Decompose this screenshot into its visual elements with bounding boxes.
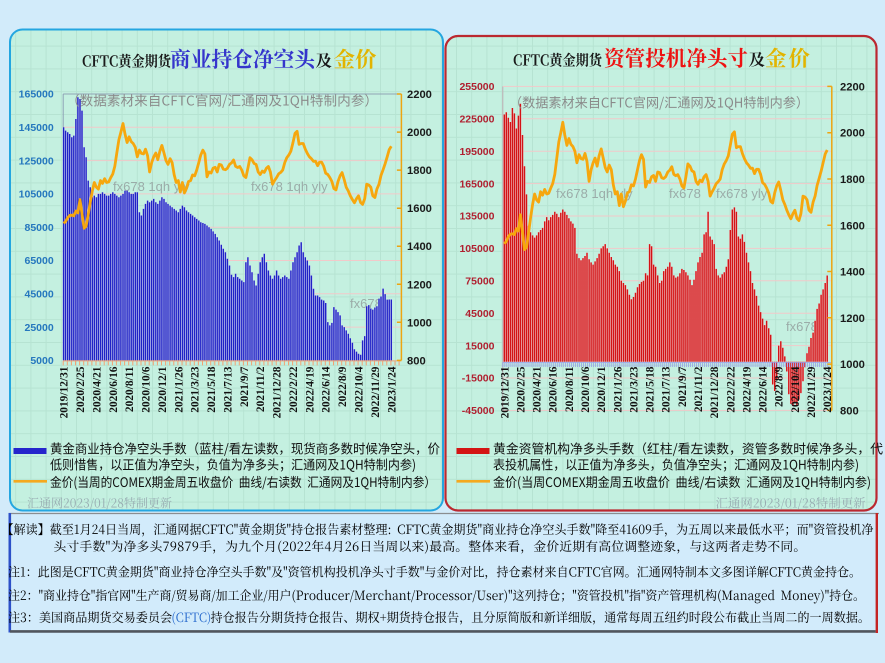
svg-text:fx678 1qh yly: fx678 1qh yly	[251, 179, 328, 194]
svg-text:85000: 85000	[24, 222, 53, 234]
svg-text:fx678: fx678	[669, 186, 701, 201]
svg-text:2021/5/18: 2021/5/18	[645, 366, 657, 413]
svg-text:125000: 125000	[19, 155, 54, 167]
svg-text:2000: 2000	[840, 128, 865, 140]
svg-text:225000: 225000	[459, 114, 494, 126]
svg-text:1200: 1200	[407, 279, 432, 291]
svg-text:2022/10/4: 2022/10/4	[790, 366, 802, 413]
svg-text:2021/3/23: 2021/3/23	[629, 366, 641, 413]
svg-text:800: 800	[840, 405, 859, 417]
svg-text:2022/10/4: 2022/10/4	[354, 366, 366, 413]
svg-text:2020/10/6: 2020/10/6	[141, 366, 153, 413]
svg-text:2022/6/14: 2022/6/14	[758, 366, 770, 413]
svg-text:2020/6/16: 2020/6/16	[548, 366, 560, 413]
svg-text:2021/9/7: 2021/9/7	[677, 366, 689, 407]
svg-text:2021/7/13: 2021/7/13	[661, 366, 673, 413]
svg-text:1200: 1200	[840, 313, 865, 325]
svg-text:2022/11/29: 2022/11/29	[370, 366, 382, 418]
svg-text:255000: 255000	[459, 81, 494, 93]
svg-text:2021/12/28: 2021/12/28	[709, 366, 721, 418]
svg-text:105000: 105000	[19, 189, 54, 201]
svg-text:65000: 65000	[24, 255, 53, 267]
svg-text:2023/1/24: 2023/1/24	[822, 366, 834, 413]
svg-text:5000: 5000	[30, 355, 54, 367]
svg-text:45000: 45000	[465, 308, 494, 320]
svg-text:75000: 75000	[465, 276, 494, 288]
svg-text:2200: 2200	[840, 81, 865, 93]
svg-text:2021/12/28: 2021/12/28	[272, 366, 284, 418]
svg-text:2020/10/6: 2020/10/6	[580, 366, 592, 413]
svg-text:45000: 45000	[24, 289, 53, 301]
svg-text:fx678: fx678	[350, 296, 382, 311]
svg-text:2022/8/9: 2022/8/9	[774, 366, 786, 407]
svg-text:2021/1/26: 2021/1/26	[612, 366, 624, 413]
svg-text:165000: 165000	[459, 178, 494, 190]
svg-text:2021/3/23: 2021/3/23	[190, 366, 202, 413]
svg-text:2020/8/11: 2020/8/11	[124, 366, 136, 412]
svg-text:2022/2/22: 2022/2/22	[288, 366, 300, 413]
svg-text:2021/5/18: 2021/5/18	[206, 366, 218, 413]
svg-text:195000: 195000	[459, 146, 494, 158]
svg-text:2022/8/9: 2022/8/9	[337, 366, 349, 407]
svg-text:2020/2/25: 2020/2/25	[75, 366, 87, 413]
svg-text:2021/7/13: 2021/7/13	[222, 366, 234, 413]
svg-text:2021/11/2: 2021/11/2	[693, 366, 705, 412]
svg-text:2021/11/2: 2021/11/2	[255, 366, 267, 412]
svg-text:2020/6/16: 2020/6/16	[108, 366, 120, 413]
svg-text:105000: 105000	[459, 243, 494, 255]
svg-text:1400: 1400	[407, 241, 432, 253]
svg-text:135000: 135000	[459, 211, 494, 223]
svg-text:2020/8/11: 2020/8/11	[564, 366, 576, 412]
svg-text:1000: 1000	[840, 359, 865, 371]
svg-text:2022/6/14: 2022/6/14	[321, 366, 333, 413]
svg-text:2022/4/19: 2022/4/19	[304, 366, 316, 413]
svg-text:2021/9/7: 2021/9/7	[239, 366, 251, 407]
svg-text:2022/4/19: 2022/4/19	[742, 366, 754, 413]
svg-text:1000: 1000	[407, 317, 432, 329]
svg-text:2023/1/24: 2023/1/24	[386, 366, 398, 413]
svg-text:165000: 165000	[19, 89, 54, 101]
svg-text:1600: 1600	[840, 220, 865, 232]
svg-text:2022/11/29: 2022/11/29	[806, 366, 818, 418]
svg-text:2020/4/21: 2020/4/21	[91, 366, 103, 413]
svg-text:25000: 25000	[24, 322, 53, 334]
svg-text:2019/12/31: 2019/12/31	[59, 366, 71, 418]
svg-text:2000: 2000	[407, 127, 432, 139]
svg-text:800: 800	[407, 355, 426, 367]
svg-text:2200: 2200	[407, 89, 432, 101]
svg-text:145000: 145000	[19, 122, 54, 134]
svg-text:2022/2/22: 2022/2/22	[725, 366, 737, 413]
svg-text:2019/12/31: 2019/12/31	[499, 366, 511, 418]
svg-text:1800: 1800	[407, 165, 432, 177]
svg-text:2021/1/26: 2021/1/26	[173, 366, 185, 413]
svg-text:1800: 1800	[840, 174, 865, 186]
svg-text:fx678: fx678	[786, 319, 818, 334]
svg-text:2020/4/21: 2020/4/21	[532, 366, 544, 413]
svg-text:-15000: -15000	[462, 373, 495, 385]
svg-text:fx678 yly: fx678 yly	[716, 186, 768, 201]
svg-text:2020/2/25: 2020/2/25	[515, 366, 527, 413]
svg-text:15000: 15000	[465, 340, 494, 352]
svg-text:2020/12/1: 2020/12/1	[157, 366, 169, 413]
svg-text:-45000: -45000	[462, 405, 495, 417]
svg-text:1600: 1600	[407, 203, 432, 215]
svg-text:fx678 1qh yly: fx678 1qh yly	[113, 179, 190, 194]
svg-text:2020/12/1: 2020/12/1	[596, 366, 608, 413]
svg-text:1400: 1400	[840, 267, 865, 279]
